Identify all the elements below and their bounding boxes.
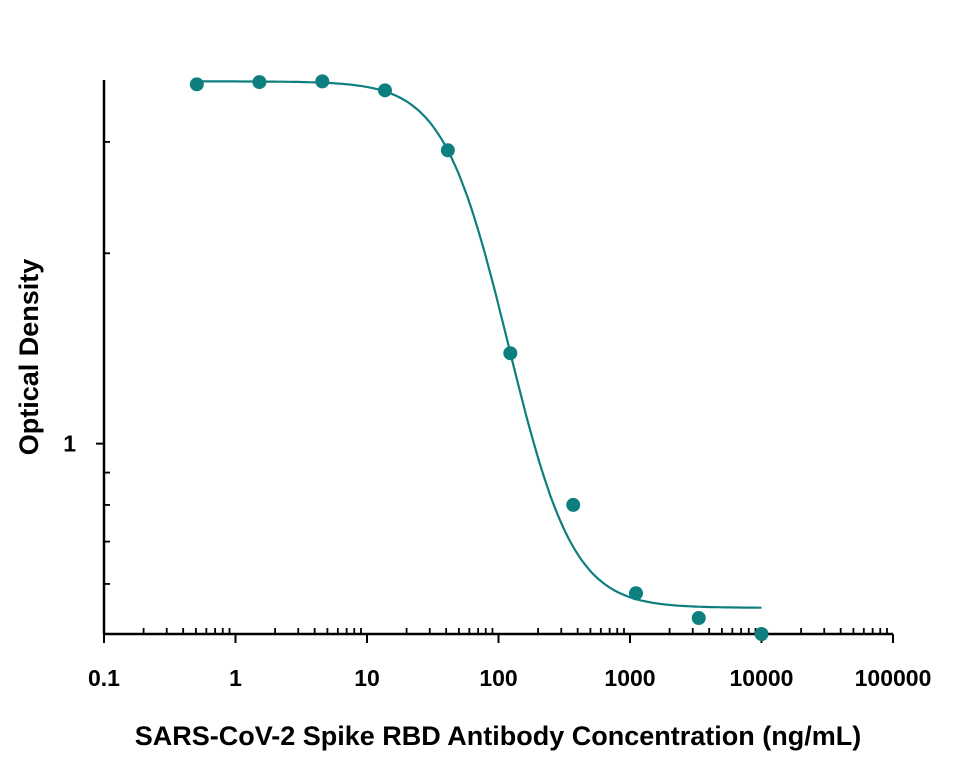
x-tick-label: 0.1 — [88, 665, 120, 691]
x-tick-label: 100 — [479, 665, 517, 691]
data-point — [252, 75, 267, 90]
data-point — [189, 77, 204, 92]
x-tick-label: 100000 — [855, 665, 932, 691]
fit-curve — [195, 80, 762, 609]
data-point — [377, 83, 392, 98]
x-tick-label: 10 — [354, 665, 380, 691]
data-points — [189, 74, 769, 641]
data-point — [566, 497, 581, 512]
x-tick-label: 10000 — [730, 665, 794, 691]
x-tick-labels: 0.1 1 10 100 1000 10000 100000 — [88, 665, 931, 691]
axes — [96, 80, 894, 643]
x-tick-label: 1000 — [604, 665, 655, 691]
data-point — [440, 143, 455, 158]
data-point — [754, 627, 769, 641]
data-point — [315, 74, 330, 89]
data-point — [503, 346, 518, 361]
x-axis-title: SARS-CoV-2 Spike RBD Antibody Concentrat… — [135, 721, 862, 751]
data-point — [629, 586, 644, 601]
data-point — [691, 610, 706, 625]
x-tick-label: 1 — [229, 665, 242, 691]
y-axis-title: Optical Density — [14, 259, 44, 456]
y-tick-labels: 1 — [63, 431, 76, 457]
y-tick-label: 1 — [63, 431, 76, 457]
